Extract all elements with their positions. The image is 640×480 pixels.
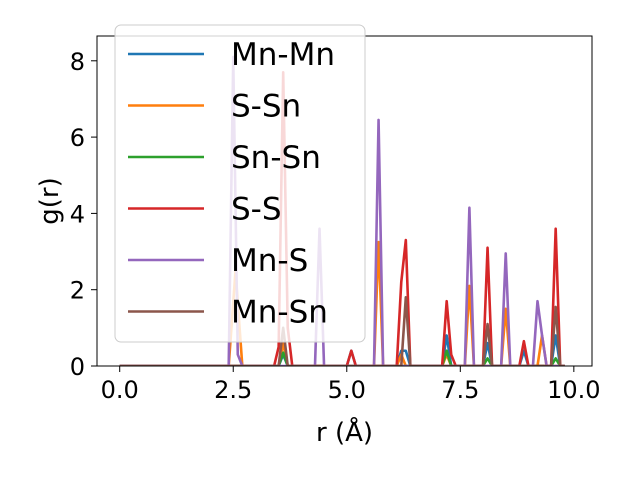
x-axis-label: r (Å) xyxy=(316,416,373,448)
x-tick-label: 2.5 xyxy=(214,376,252,404)
legend-entry-label: S-Sn xyxy=(231,89,301,125)
legend-entry-label: Mn-Mn xyxy=(231,37,335,73)
legend-entry-label: Mn-S xyxy=(231,243,308,279)
x-tick-label: 5.0 xyxy=(328,376,366,404)
y-axis-label: g(r) xyxy=(35,177,65,224)
y-tick-label: 2 xyxy=(70,277,85,305)
legend-entry-label: Mn-Sn xyxy=(231,295,328,331)
y-tick-label: 8 xyxy=(70,48,85,76)
x-tick-label: 7.5 xyxy=(441,376,479,404)
series-line-sn-sn xyxy=(119,349,565,366)
series-line-mn-s xyxy=(119,55,565,366)
x-axis: 0.0 2.5 5.0 7.5 10.0 xyxy=(101,366,601,404)
x-tick-label: 0.0 xyxy=(101,376,139,404)
y-tick-label: 4 xyxy=(70,200,85,228)
y-axis: 0 2 4 6 8 xyxy=(70,48,97,381)
legend: Mn-Mn S-Sn Sn-Sn S-S Mn-S Mn-Sn xyxy=(114,24,366,343)
legend-entry-label: S-S xyxy=(231,192,282,228)
y-tick-label: 0 xyxy=(70,353,85,381)
y-tick-label: 6 xyxy=(70,124,85,152)
legend-entry-label: Sn-Sn xyxy=(231,140,321,176)
x-tick-label: 10.0 xyxy=(547,376,600,404)
